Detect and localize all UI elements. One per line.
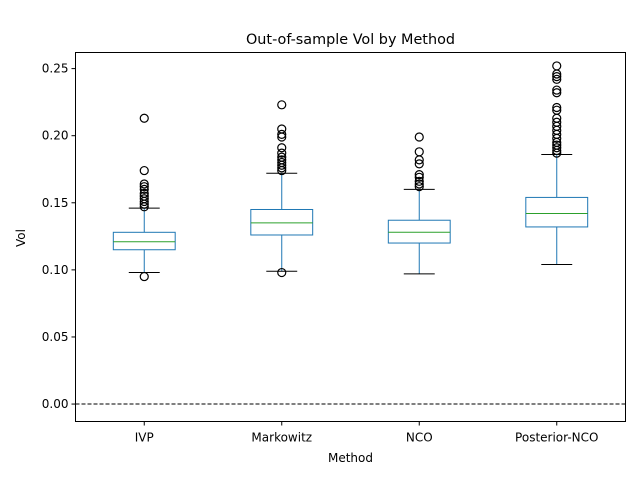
y-tick-label: 0.15 [42,196,69,210]
outlier-point [552,105,562,115]
x-tick-label: IVP [135,431,154,445]
outlier-point [552,143,562,153]
outlier-point [139,271,149,282]
outlier-point [277,124,287,134]
outlier-point [277,267,287,278]
outlier-point [552,102,562,113]
outlier-point [552,61,562,71]
y-tick-label: 0.20 [42,129,69,143]
outlier-point [139,113,149,123]
outlier-point [414,159,424,169]
outlier-point [552,72,562,82]
outlier-point [414,132,424,142]
outlier-point [414,147,424,157]
outlier-point [277,157,287,168]
outlier-point [139,188,149,198]
outlier-point [277,155,287,165]
box-nco [387,132,451,275]
outlier-point [414,172,424,182]
plot-frame [75,52,626,422]
outlier-point [552,88,562,98]
outlier-point [414,170,424,180]
x-tick-label: NCO [406,431,433,445]
x-tick-label: Markowitz [251,431,312,445]
box-markowitz [250,100,314,278]
box-iqr [112,231,176,251]
outlier-point [139,194,149,204]
outlier-point [552,74,562,84]
outlier-point [277,152,287,162]
outlier-point [552,117,562,127]
box-ivp [112,113,176,282]
outlier-point [139,179,149,189]
outlier-point [552,140,562,150]
outlier-point [139,165,149,176]
outlier-point [277,100,287,110]
outlier-point [277,148,287,158]
outlier-point [277,129,287,139]
y-tick-label: 0.00 [42,397,69,411]
box-iqr [525,196,589,228]
box-iqr [387,219,451,244]
outlier-point [139,184,149,194]
outlier-point [139,191,149,201]
chart-title: Out-of-sample Vol by Method [246,32,455,48]
plot-area [71,61,626,426]
outlier-point [414,176,424,186]
x-axis-label: Method [328,451,373,465]
x-tick-label: Posterior-NCO [515,431,598,445]
outlier-point [552,85,562,95]
y-tick-label: 0.05 [42,330,69,344]
outlier-point [139,182,149,192]
y-tick-label: 0.10 [42,263,69,277]
y-axis-label: Vol [14,229,28,247]
box-iqr [250,208,314,236]
box-posterior-nco [525,61,589,266]
outlier-point [277,143,287,153]
y-tick-label: 0.25 [42,62,69,76]
outlier-point [414,182,424,192]
outlier-point [414,179,424,189]
